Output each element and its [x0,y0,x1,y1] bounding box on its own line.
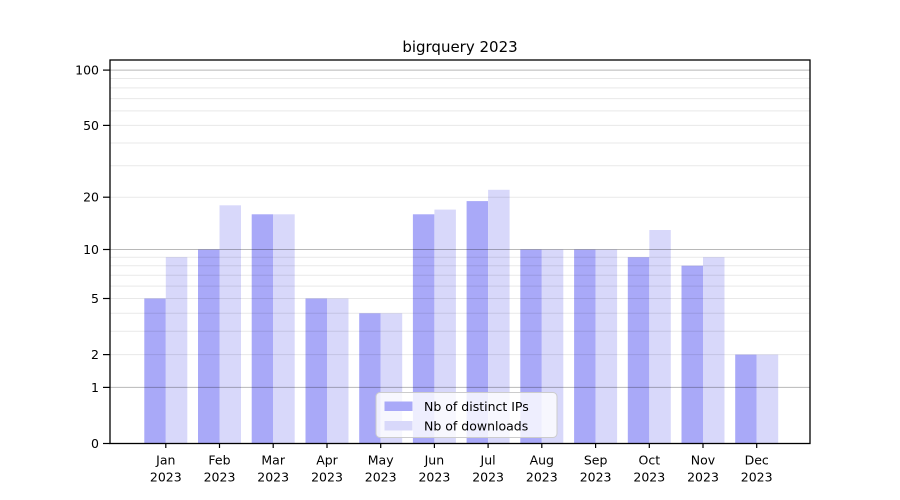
x-tick-label-year: 2023 [365,470,397,485]
x-tick-label-year: 2023 [580,470,612,485]
y-tick-label: 20 [83,190,99,205]
x-tick-label-month: Aug [530,453,554,468]
bar-jan-downloads [165,257,188,444]
chart-title: bigrquery 2023 [402,38,517,56]
x-tick-label-year: 2023 [257,470,289,485]
y-tick-label: 5 [91,291,99,306]
bar-jun-downloads [434,209,456,444]
legend-label-distinct-ips: Nb of distinct IPs [424,399,529,414]
y-tick-label: 1 [91,380,99,395]
bar-jun-distinct-ips [412,214,435,444]
bars-group [144,189,779,444]
y-axis: 0 1 2 5 10 20 50 100 [75,63,110,451]
x-tick-label-month: Oct [638,453,660,468]
x-tick-label-year: 2023 [204,470,236,485]
x-tick-label-month: May [368,453,394,468]
bar-dec-distinct-ips [735,354,757,444]
bar-mar-downloads [273,214,295,444]
bar-oct-downloads [649,230,671,444]
x-tick-label-month: Jul [480,453,496,468]
bar-oct-distinct-ips [627,257,650,444]
bar-feb-downloads [219,205,241,444]
bar-sep-downloads [595,249,618,444]
bar-apr-distinct-ips [305,298,327,444]
bar-dec-downloads [756,354,779,444]
legend-swatch-downloads [384,421,413,431]
bar-feb-distinct-ips [198,249,220,444]
x-tick-label-month: Mar [261,453,285,468]
legend-swatch-distinct-ips [384,401,413,411]
bar-sep-distinct-ips [574,249,596,444]
x-tick-label-year: 2023 [526,470,558,485]
bar-nov-distinct-ips [681,265,703,444]
legend: Nb of distinct IPs Nb of downloads [375,392,558,438]
x-tick-label-year: 2023 [311,470,343,485]
x-tick-label-year: 2023 [418,470,450,485]
y-tick-label: 0 [91,436,99,451]
y-tick-label: 50 [83,118,99,133]
bar-nov-downloads [703,257,725,444]
x-axis: Jan 2023 Feb 2023 Mar 2023 Apr 2023 May 2023 Jun 20… [150,443,773,485]
bar-jul-downloads [488,189,510,444]
y-tick-label: 100 [75,63,99,78]
bar-mar-distinct-ips [251,214,274,444]
x-tick-label-year: 2023 [472,470,504,485]
y-tick-label: 2 [91,347,99,362]
x-tick-label-month: Jun [424,453,445,468]
x-tick-label-year: 2023 [633,470,665,485]
bar-apr-downloads [327,298,349,444]
bar-jul-distinct-ips [466,201,489,444]
legend-label-downloads: Nb of downloads [424,419,528,434]
x-tick-label-month: Dec [745,453,769,468]
x-tick-label-month: Feb [208,453,230,468]
y-tick-label: 10 [83,242,99,257]
legend-box [375,392,558,438]
bar-jan-distinct-ips [144,298,166,444]
plot-border [109,59,811,445]
x-tick-label-year: 2023 [150,470,182,485]
x-tick-label-month: Jan [155,453,175,468]
x-tick-label-month: Nov [691,453,716,468]
gridlines-group [110,69,810,388]
x-tick-label-year: 2023 [687,470,719,485]
x-tick-label-month: Apr [316,453,338,468]
x-tick-label-year: 2023 [741,470,773,485]
x-tick-label-month: Sep [584,453,608,468]
bar-may-distinct-ips [359,313,381,444]
